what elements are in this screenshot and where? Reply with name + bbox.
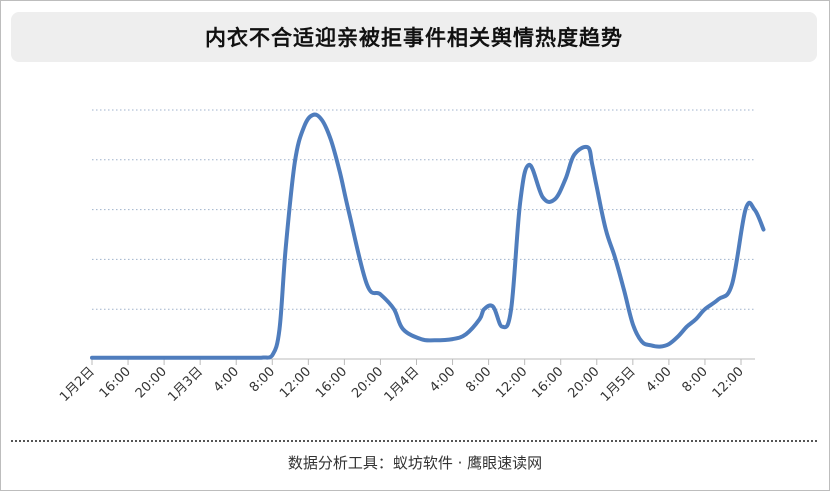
x-tick-label: 16:00: [529, 364, 566, 401]
x-tick-label: 16:00: [97, 364, 134, 401]
x-tick-label: 1月3日: [165, 364, 206, 405]
x-tick-label: 20:00: [133, 364, 170, 401]
x-tick-label: 20:00: [349, 364, 386, 401]
x-tick-label: 12:00: [710, 364, 747, 401]
footer-source: 数据分析工具：蚁坊软件 · 鹰眼速读网: [287, 454, 543, 472]
x-tick-label: 8:00: [463, 364, 494, 395]
x-tick-label: 4:00: [211, 364, 242, 395]
x-tick-label: 12:00: [277, 364, 314, 401]
x-tick-label: 4:00: [427, 364, 458, 395]
x-tick-label: 8:00: [247, 364, 278, 395]
x-tick-label: 4:00: [643, 364, 674, 395]
x-tick-label: 1月4日: [382, 364, 423, 405]
x-tick-label: 8:00: [680, 364, 711, 395]
series-line: [90, 112, 766, 360]
chart-title: 内衣不合适迎亲被拒事件相关舆情热度趋势: [205, 26, 623, 50]
x-tick-label: 12:00: [493, 364, 530, 401]
x-tick-label: 16:00: [313, 364, 350, 401]
x-tick-label: 20:00: [566, 364, 603, 401]
x-tick-label: 1月2日: [57, 364, 98, 405]
x-tick-label: 1月5日: [598, 364, 639, 405]
title-bar: 内衣不合适迎亲被拒事件相关舆情热度趋势: [11, 12, 817, 62]
footer-divider: [11, 440, 817, 442]
